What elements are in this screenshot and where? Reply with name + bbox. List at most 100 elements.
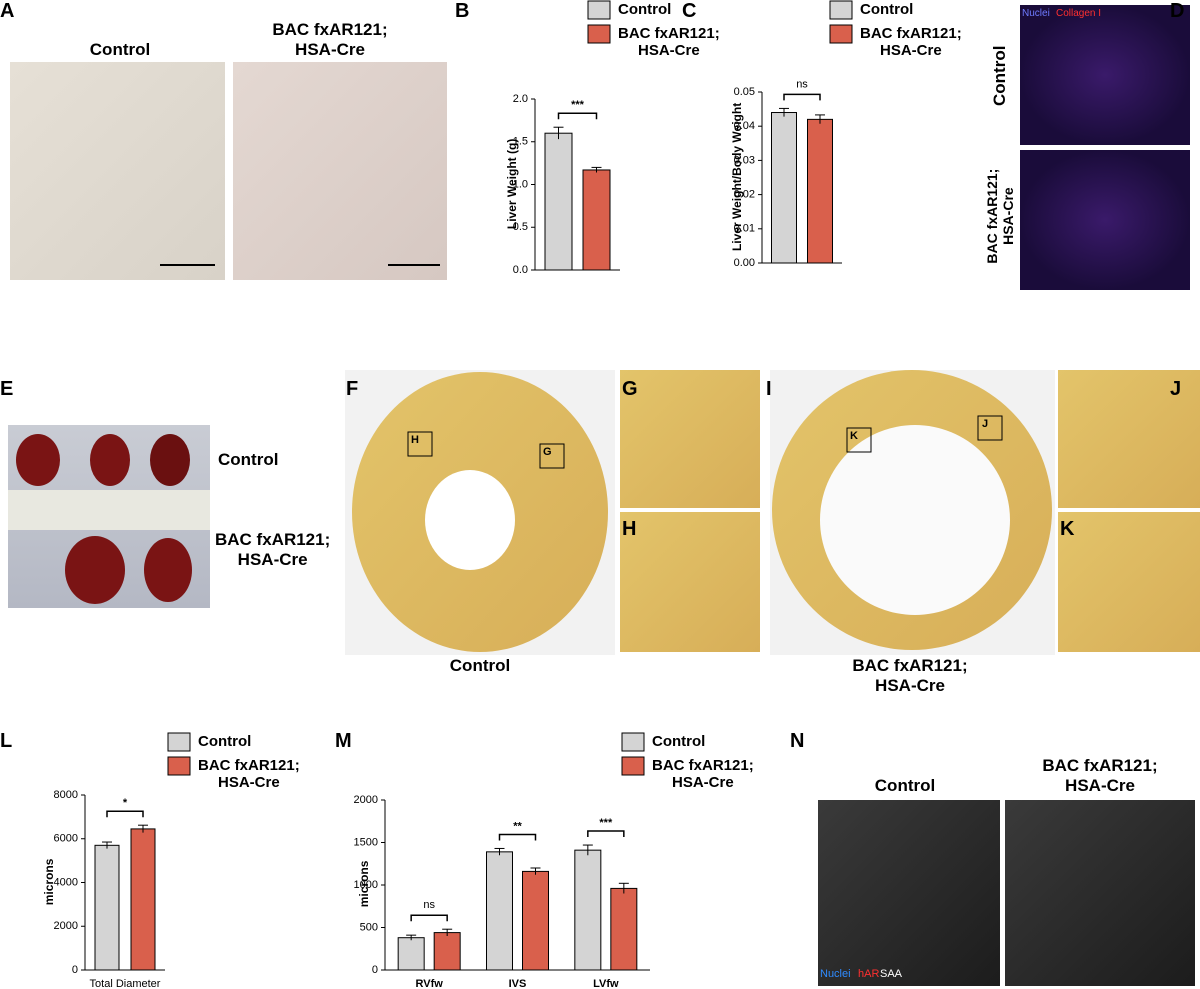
row-label: BAC fxAR121; HSA-Cre [215,530,331,569]
heart [65,536,125,604]
significance-bracket [587,830,625,838]
column-header: BAC fxAR121; HSA-Cre [272,20,388,59]
inset-box [977,415,1003,441]
micrograph [620,370,760,508]
y-tick-label: 0.00 [734,257,755,269]
y-tick-label: 1.5 [513,136,528,148]
significance-label: *** [571,99,585,111]
legend-label: Control [860,1,914,18]
bar [582,169,611,271]
legend-swatch [587,0,611,20]
legend-swatch [167,732,191,752]
y-axis-label: microns [357,860,372,908]
significance-bracket [106,810,144,818]
y-axis-label: Liver Weight/Body Weight [730,102,745,251]
row-label: BAC fxAR121; HSA-Cre [983,168,1016,264]
bar [610,887,638,971]
inset-label: H [411,434,419,446]
column-header: Control [874,776,936,795]
micrograph [10,62,225,280]
panel-letter: E [0,378,14,400]
panel-letter: M [335,730,352,752]
stain-label: Collagen I [1056,8,1102,19]
panel-letter: C [682,0,697,22]
y-tick-label: 500 [360,921,378,933]
legend-label: Control [198,733,252,750]
inset-label: G [543,446,552,458]
y-axis-label: microns [42,858,57,905]
bar [130,828,156,971]
bar [574,849,602,971]
ruler [8,490,210,530]
x-tick-label: IVS [509,978,527,989]
micrograph [1058,370,1200,508]
panel-letter: K [1060,518,1075,540]
y-tick-label: 6000 [54,833,78,845]
heart [16,434,60,486]
panel-letter: J [1170,378,1182,400]
micrograph [1005,800,1195,986]
y-tick-label: 0.02 [734,189,755,201]
micrograph [1058,512,1200,652]
bar [433,932,461,971]
panel-letter: L [0,730,13,752]
bar [544,132,573,271]
x-tick-label: RVfw [416,978,444,989]
column-header: Control [89,40,151,59]
micrographs [8,5,1200,986]
panel-letter: B [455,0,470,22]
legend-swatch [621,756,645,776]
y-tick-label: 4000 [54,876,78,888]
y-tick-label: 1500 [354,836,378,848]
y-tick-label: 0.01 [734,223,755,235]
significance-bracket [557,112,598,120]
inset-box [407,431,433,457]
significance-label: * [123,797,128,809]
lumen [820,425,1010,615]
y-tick-label: 2000 [54,920,78,932]
y-tick-label: 0.03 [734,154,755,166]
legend-label: Control [618,1,672,18]
y-tick-label: 2.0 [513,93,528,105]
significance-label: ns [423,899,435,911]
caption: BAC fxAR121; HSA-Cre [852,656,968,695]
stain-label: SAA [880,968,903,980]
legend-label: BAC fxAR121; HSA-Cre [618,25,720,60]
legend-swatch [829,24,853,44]
stain-label: Nuclei [1022,8,1050,19]
legend-swatch [167,756,191,776]
stain-label: hAR [858,968,880,980]
bar [486,851,513,971]
bar [94,844,120,971]
y-tick-label: 0.0 [513,264,528,276]
caption: Control [449,656,511,675]
legend-swatch [621,732,645,752]
y-tick-label: 0 [372,964,378,976]
inset-box [846,427,872,453]
significance-bracket [410,914,448,922]
micrograph [1020,5,1190,145]
panel-letter: G [622,378,638,400]
legend-label: BAC fxAR121; HSA-Cre [652,757,754,792]
significance-label: ns [796,78,808,90]
inset-box [539,443,565,469]
significance-label: ** [513,820,522,832]
stain-label: Nuclei [820,968,851,980]
x-tick-label: LVfw [593,978,619,989]
y-tick-label: 2000 [354,794,378,806]
significance-bracket [498,833,537,841]
panel-letter: N [790,730,805,752]
inset-label: J [982,418,989,430]
heart [150,434,190,486]
lumen [425,470,515,570]
legend-label: Control [652,733,706,750]
panel-letter: D [1170,0,1185,22]
bar [807,118,833,264]
micrograph [620,512,760,652]
micrograph [1020,150,1190,290]
y-tick-label: 0.05 [734,86,755,98]
row-label: Control [218,450,279,469]
bar [397,937,425,971]
